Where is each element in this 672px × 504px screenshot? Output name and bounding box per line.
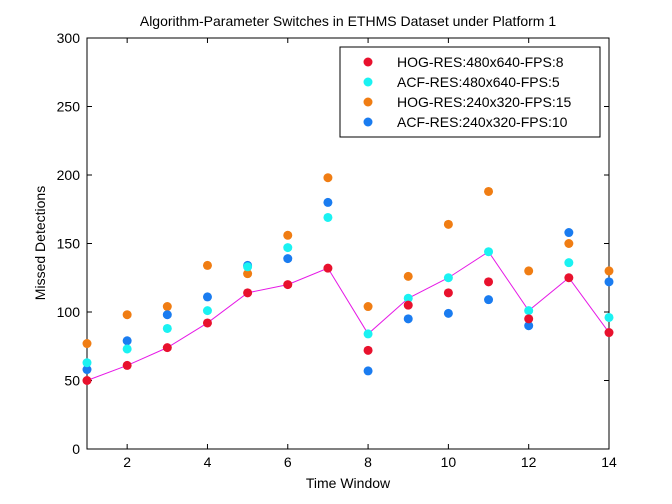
- legend-marker: [363, 117, 373, 127]
- data-point: [524, 266, 534, 276]
- data-point: [564, 273, 574, 283]
- x-tick-label: 12: [521, 454, 537, 470]
- data-point: [323, 197, 333, 207]
- data-point: [243, 269, 253, 279]
- data-point: [564, 239, 574, 248]
- series-1-points: [82, 263, 614, 385]
- data-point: [202, 260, 212, 270]
- x-tick-label: 2: [123, 454, 131, 470]
- legend-label: ACF-RES:240x320-FPS:10: [397, 114, 568, 130]
- data-point: [484, 295, 494, 305]
- data-point: [443, 273, 453, 283]
- data-point: [202, 292, 212, 302]
- data-point: [524, 306, 534, 316]
- data-point: [82, 339, 92, 349]
- data-point: [202, 306, 212, 316]
- legend-label: ACF-RES:480x640-FPS:5: [397, 74, 560, 90]
- y-tick-label: 150: [57, 236, 81, 252]
- data-point: [323, 173, 333, 183]
- data-point: [564, 258, 574, 268]
- data-point: [484, 247, 494, 257]
- data-point: [323, 212, 333, 222]
- data-point: [403, 271, 413, 281]
- legend-marker: [363, 97, 373, 107]
- data-point: [122, 360, 132, 370]
- switch-line: [86, 251, 610, 381]
- data-point: [82, 365, 92, 375]
- legend-items: HOG-RES:480x640-FPS:8 ACF-RES:480x640-FPS…: [363, 54, 572, 130]
- data-point: [484, 277, 494, 287]
- legend-label: HOG-RES:240x320-FPS:15: [397, 94, 572, 110]
- legend-label: HOG-RES:480x640-FPS:8: [397, 54, 564, 70]
- data-point: [283, 254, 293, 264]
- data-point: [363, 302, 373, 312]
- data-point: [524, 314, 534, 324]
- data-points: [82, 173, 614, 385]
- legend-box: [339, 46, 601, 138]
- legend-marker: [363, 57, 373, 67]
- data-point: [443, 308, 453, 318]
- axis-ticks: 2 4 6 8 10 12 14 0 50 100 150 200 250 300: [57, 30, 617, 470]
- switch-line-group: [86, 251, 610, 381]
- legend: HOG-RES:480x640-FPS:8 ACF-RES:480x640-FPS…: [339, 46, 601, 138]
- series-4-points: [82, 197, 614, 376]
- x-tick-label: 6: [284, 454, 292, 470]
- data-point: [82, 376, 92, 385]
- chart-title: Algorithm-Parameter Switches in ETHMS Da…: [140, 13, 556, 29]
- data-point: [122, 336, 132, 346]
- y-tick-label: 50: [64, 373, 80, 389]
- y-tick-label: 0: [72, 441, 80, 457]
- data-point: [82, 358, 92, 368]
- data-point: [202, 318, 212, 328]
- data-point: [283, 280, 293, 290]
- y-tick-label: 250: [57, 99, 81, 115]
- x-tick-label: 10: [441, 454, 457, 470]
- data-point: [323, 263, 333, 273]
- data-point: [564, 228, 574, 238]
- data-point: [403, 314, 413, 324]
- data-point: [122, 344, 132, 354]
- data-point: [122, 310, 132, 320]
- y-tick-label: 200: [57, 167, 81, 183]
- data-point: [162, 302, 172, 312]
- data-point: [363, 329, 373, 339]
- legend-marker: [363, 77, 373, 87]
- data-point: [162, 310, 172, 320]
- data-point: [443, 219, 453, 229]
- data-point: [403, 300, 413, 310]
- data-point: [604, 277, 614, 287]
- y-tick-label: 300: [57, 30, 81, 46]
- data-point: [604, 266, 614, 276]
- data-point: [162, 323, 172, 333]
- data-point: [363, 345, 373, 355]
- data-point: [484, 186, 494, 196]
- data-point: [604, 312, 614, 322]
- data-point: [524, 321, 534, 331]
- data-point: [604, 328, 614, 338]
- data-point: [283, 230, 293, 240]
- x-tick-label: 4: [204, 454, 212, 470]
- y-tick-label: 100: [57, 304, 81, 320]
- series-3-points: [82, 173, 614, 349]
- x-axis-label: Time Window: [306, 475, 391, 491]
- x-tick-label: 14: [601, 454, 617, 470]
- data-point: [363, 366, 373, 376]
- data-point: [443, 288, 453, 298]
- data-point: [243, 262, 253, 272]
- y-axis-label: Missed Detections: [32, 186, 48, 300]
- series-2-points: [82, 212, 614, 368]
- data-point: [162, 343, 172, 353]
- x-tick-label: 8: [364, 454, 372, 470]
- data-point: [403, 293, 413, 303]
- data-point: [243, 288, 253, 298]
- data-point: [283, 243, 293, 253]
